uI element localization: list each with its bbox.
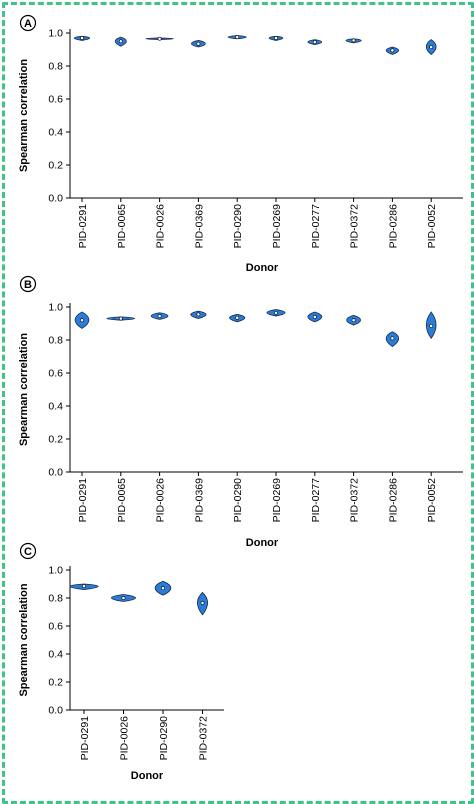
y-tick-label: 0.8 (48, 335, 63, 347)
y-axis-title: Spearman correlation (18, 583, 30, 696)
median-point-pid-0052 (429, 324, 434, 328)
panel-label: C (19, 542, 37, 560)
y-tick-label: 0.0 (48, 467, 63, 479)
panel-label: A (19, 14, 37, 32)
median-point-pid-0290 (161, 586, 165, 591)
x-tick-label: PID-0269 (271, 478, 283, 523)
panel-badge-text: B (24, 279, 32, 291)
median-point-pid-0290 (235, 315, 240, 320)
panel-label: B (19, 275, 37, 293)
chart-panel-b: B 0.0 0.2 0.4 0.6 0.8 1.0 Spearman correlation P… (18, 275, 463, 549)
y-tick-label: 0.6 (48, 621, 63, 633)
x-tick-label: PID-0290 (232, 204, 244, 249)
panel-badge-circle (19, 14, 37, 32)
median-point-pid-0369 (196, 41, 201, 46)
y-tick-label: 0.4 (48, 127, 63, 139)
median-point-pid-0291 (80, 36, 84, 40)
median-point-pid-0369 (196, 312, 201, 317)
chart-panel-c: C 0.0 0.2 0.4 0.6 0.8 1.0 Spearman correlation P… (18, 542, 224, 782)
x-tick-label: PID-0290 (232, 478, 244, 523)
x-tick-label: PID-0291 (79, 716, 91, 761)
y-tick-label: 0.4 (48, 649, 63, 661)
y-axis-title: Spearman correlation (18, 333, 30, 446)
x-tick-label: PID-0291 (77, 204, 89, 249)
x-tick-label: PID-0372 (198, 716, 210, 761)
x-axis-title: Donor (131, 770, 164, 782)
y-tick-label: 1.0 (48, 28, 63, 40)
median-point-pid-0372 (351, 318, 356, 323)
x-axis-title: Donor (246, 537, 279, 549)
y-tick-label: 0.6 (48, 368, 63, 380)
y-tick-label: 1.0 (48, 302, 63, 314)
median-point-pid-0277 (312, 314, 317, 319)
median-point-pid-0291 (80, 318, 84, 323)
x-tick-label: PID-0026 (155, 478, 167, 523)
y-tick-label: 0.8 (48, 593, 63, 605)
x-tick-label: PID-0052 (426, 204, 438, 249)
x-tick-label: PID-0372 (349, 204, 361, 249)
panel-badge-text: A (24, 18, 32, 30)
chart-panel-a: A 0.0 0.2 0.4 0.6 0.8 1.0 Spearman correlation P… (18, 14, 463, 274)
x-tick-label: PID-0291 (77, 478, 89, 523)
median-point-pid-0372 (200, 601, 205, 605)
median-point-pid-0290 (235, 35, 240, 40)
x-tick-label: PID-0290 (158, 716, 170, 761)
y-tick-label: 0.2 (48, 160, 63, 172)
median-point-pid-0372 (351, 38, 356, 43)
y-tick-label: 0.4 (48, 401, 63, 413)
y-tick-label: 0.6 (48, 94, 63, 106)
y-tick-label: 0.2 (48, 434, 63, 446)
y-tick-label: 0.0 (48, 705, 63, 717)
panel-badge-circle (19, 275, 37, 293)
panel-badge-text: C (24, 546, 32, 558)
x-axis-title: Donor (246, 262, 279, 274)
x-tick-label: PID-0277 (310, 204, 322, 249)
x-tick-label: PID-0277 (310, 478, 322, 523)
x-tick-label: PID-0269 (271, 204, 283, 249)
x-tick-label: PID-0052 (426, 478, 438, 523)
y-tick-label: 0.8 (48, 61, 63, 73)
median-point-pid-0026 (157, 36, 162, 41)
x-tick-label: PID-0286 (387, 204, 399, 249)
median-point-pid-0065 (118, 316, 123, 321)
y-tick-label: 0.0 (48, 193, 63, 205)
median-point-pid-0277 (312, 40, 317, 44)
median-point-pid-0026 (157, 314, 162, 318)
x-tick-label: PID-0369 (193, 478, 205, 523)
median-point-pid-0269 (274, 310, 278, 315)
x-tick-label: PID-0286 (387, 478, 399, 523)
median-point-pid-0286 (390, 48, 395, 53)
x-tick-label: PID-0026 (155, 204, 167, 249)
median-point-pid-0291 (82, 584, 86, 589)
x-tick-label: PID-0372 (349, 478, 361, 523)
x-tick-label: PID-0369 (193, 204, 205, 249)
median-point-pid-0269 (274, 36, 278, 40)
median-point-pid-0065 (118, 39, 123, 44)
y-tick-label: 0.2 (48, 677, 63, 689)
y-axis-title: Spearman correlation (18, 59, 30, 172)
x-tick-label: PID-0065 (116, 478, 128, 523)
y-tick-label: 1.0 (48, 565, 63, 577)
panel-badge-circle (19, 542, 37, 560)
x-tick-label: PID-0026 (119, 716, 131, 761)
median-point-pid-0286 (390, 336, 395, 341)
median-point-pid-0026 (121, 596, 126, 600)
x-tick-label: PID-0065 (116, 204, 128, 249)
median-point-pid-0052 (429, 45, 434, 49)
